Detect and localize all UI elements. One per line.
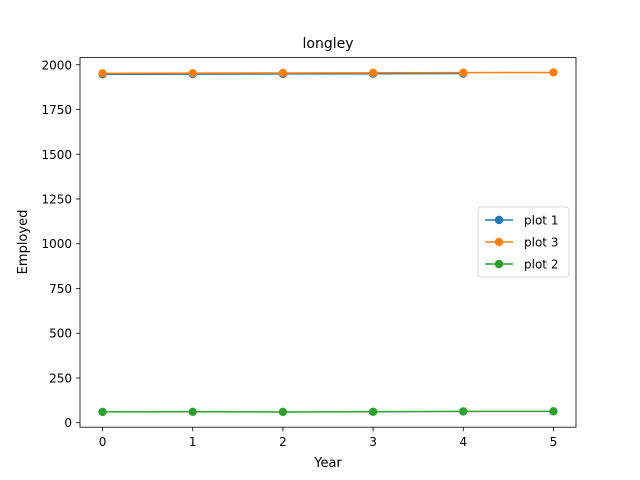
legend-marker (494, 259, 504, 269)
y-tick-label: 1750 (41, 103, 72, 117)
data-point (368, 68, 378, 78)
data-point (278, 68, 288, 78)
chart-title: longley (302, 36, 353, 52)
x-tick-label: 5 (550, 435, 558, 449)
series-plot-3 (98, 68, 558, 78)
y-tick-label: 1000 (41, 237, 72, 251)
series-line (102, 71, 554, 75)
y-tick-label: 250 (49, 371, 72, 385)
y-tick-label: 500 (49, 327, 72, 341)
series-plot-2 (98, 407, 558, 417)
y-tick-label: 0 (64, 416, 72, 430)
y-tick-label: 1250 (41, 192, 72, 206)
y-tick-label: 750 (49, 282, 72, 296)
legend-marker (494, 215, 504, 225)
x-tick-label: 4 (459, 435, 467, 449)
series-line (102, 410, 554, 413)
legend-frame (477, 206, 570, 278)
data-point (549, 68, 558, 77)
series-layer (98, 68, 558, 417)
y-axis-label: Employed (16, 210, 31, 275)
legend-label: plot 3 (524, 236, 558, 250)
x-tick-label: 0 (99, 435, 107, 449)
data-point (278, 407, 288, 417)
y-tick-label: 1500 (41, 148, 72, 162)
data-point (549, 407, 558, 416)
legend-marker (494, 237, 504, 247)
legend: plot 1 plot 3 plot 2 (477, 206, 570, 278)
legend-item: plot 2 (485, 258, 558, 272)
data-point (188, 68, 197, 78)
legend-label: plot 2 (524, 258, 558, 272)
data-point (98, 69, 107, 78)
y-tick-label: 2000 (41, 58, 72, 72)
x-tick-label: 3 (369, 435, 377, 449)
y-axis: 0 250 500 750 1000 1250 1500 1750 2000 (41, 58, 80, 430)
x-axis: 0 1 2 3 4 5 (99, 427, 558, 449)
legend-item: plot 3 (485, 236, 558, 250)
data-point (459, 407, 468, 416)
legend-label: plot 1 (524, 214, 558, 228)
data-point (98, 407, 107, 417)
legend-item: plot 1 (485, 214, 558, 228)
x-tick-label: 1 (189, 435, 197, 449)
data-point (188, 407, 197, 416)
x-tick-label: 2 (279, 435, 287, 449)
data-point (368, 407, 378, 416)
axes-frame (79, 57, 577, 428)
x-axis-label: Year (313, 456, 342, 471)
data-point (459, 68, 468, 77)
